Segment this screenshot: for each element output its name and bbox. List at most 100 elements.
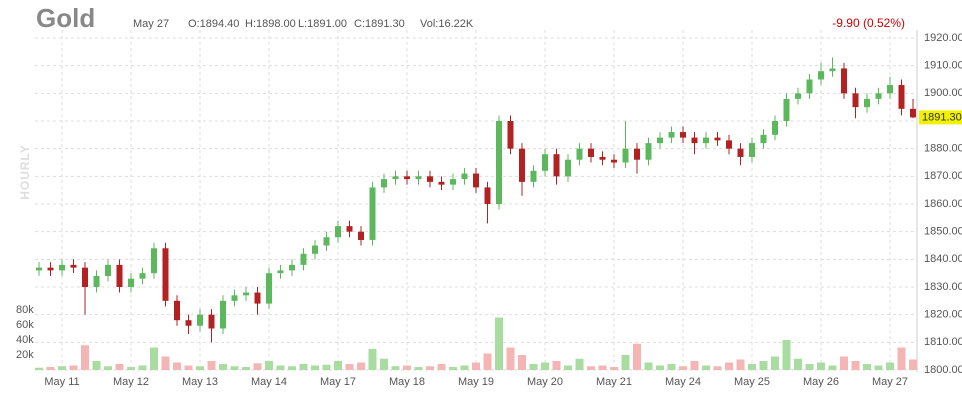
- volume-bar: [483, 353, 492, 370]
- candle-body: [611, 159, 617, 163]
- x-tick-label: May 21: [596, 376, 632, 388]
- volume-bar: [92, 361, 101, 370]
- last-price-label: 1891.30: [922, 111, 962, 123]
- candle-body: [231, 295, 238, 301]
- candle-body: [220, 300, 226, 329]
- x-tick-label: May 12: [113, 376, 149, 388]
- candle-body: [576, 148, 583, 160]
- candle-body: [461, 173, 468, 180]
- volume-bar: [886, 362, 894, 370]
- x-tick-label: May 24: [665, 376, 701, 388]
- candle-body: [668, 132, 675, 138]
- candle-body: [82, 267, 88, 287]
- candle-body: [254, 292, 261, 304]
- volume-bar: [357, 362, 365, 370]
- candle-body: [392, 176, 399, 180]
- y-tick-label: 1920.00: [924, 32, 962, 44]
- last-price-tag: [919, 110, 962, 125]
- volume-bar: [794, 358, 802, 370]
- volume-bar: [828, 365, 837, 370]
- volume-bar: [403, 365, 411, 370]
- candle-body: [875, 93, 882, 99]
- candle-body: [289, 264, 295, 271]
- y-tick-label: 1900.00: [924, 87, 962, 99]
- volume-bar: [690, 361, 699, 370]
- volume-bar: [656, 365, 664, 370]
- volume-bar: [196, 366, 204, 370]
- candle-body: [795, 93, 801, 99]
- header-low: L:1891.00: [298, 18, 347, 30]
- volume-bar: [725, 362, 733, 370]
- candle-body: [369, 187, 376, 240]
- volume-bar: [242, 367, 250, 370]
- volume-bar: [368, 349, 377, 370]
- volume-bar: [127, 367, 135, 370]
- y-tick-label: 1910.00: [924, 60, 962, 72]
- x-tick-label: May 25: [734, 376, 770, 388]
- volume-bar: [771, 356, 779, 370]
- candle-body: [553, 154, 560, 177]
- candle-body: [864, 98, 870, 108]
- candle-body: [634, 148, 640, 160]
- y-label: HOURLY: [18, 144, 32, 200]
- candle-body: [300, 253, 307, 265]
- candle-body: [852, 93, 859, 108]
- volume-tick-label: 40k: [16, 334, 34, 346]
- candle-body: [760, 134, 767, 144]
- candle-body: [772, 121, 778, 135]
- candle-body: [622, 148, 629, 163]
- candle-body: [116, 264, 123, 287]
- volume-bar: [644, 362, 653, 370]
- volume-bar: [909, 359, 917, 370]
- volume-bar: [633, 343, 641, 370]
- candle-body: [266, 273, 272, 304]
- volume-bar: [897, 347, 906, 370]
- volume-bar: [253, 363, 262, 370]
- volume-bar: [150, 347, 158, 370]
- candle-body: [139, 273, 146, 279]
- header-high: H:1898.00: [245, 18, 296, 30]
- y-tick-label: 1800.00: [924, 364, 962, 376]
- candle-body: [174, 300, 180, 321]
- candle-body: [737, 148, 744, 157]
- chart-title: Gold: [36, 3, 95, 33]
- volume-bar: [679, 366, 687, 370]
- y-tick-label: 1820.00: [924, 309, 962, 321]
- volume-bar: [81, 345, 89, 370]
- candle-body: [691, 137, 698, 144]
- candle-body: [450, 179, 456, 185]
- candle-body: [599, 156, 606, 160]
- volume-bar: [805, 364, 814, 370]
- x-tick-label: May 20: [527, 376, 563, 388]
- candle-body: [128, 278, 134, 287]
- candle-body: [427, 176, 433, 182]
- candle-body: [105, 264, 111, 276]
- volume-bar: [748, 364, 756, 370]
- candle-body: [323, 237, 330, 246]
- header-open: O:1894.40: [188, 18, 239, 30]
- volume-bar: [173, 362, 181, 370]
- y-tick-label: 1840.00: [924, 253, 962, 265]
- y-tick-label: 1830.00: [924, 281, 962, 293]
- volume-bar: [518, 355, 526, 370]
- candle-body: [703, 137, 709, 144]
- y-tick-label: 1810.00: [924, 336, 962, 348]
- candle-body: [588, 148, 594, 157]
- volume-bar: [311, 365, 319, 370]
- volume-bar: [184, 365, 193, 370]
- volume-bar: [702, 365, 710, 370]
- header-volume: Vol:16.22K: [420, 18, 474, 30]
- volume-bar: [621, 355, 630, 370]
- candle-body: [910, 108, 916, 118]
- volume-bar: [299, 364, 308, 370]
- volume-bar: [874, 365, 883, 370]
- candle-body: [806, 79, 813, 94]
- volume-tick-label: 20k: [16, 349, 34, 361]
- volume-bar: [58, 366, 66, 370]
- candle-body: [818, 71, 824, 80]
- candle-body: [473, 173, 479, 188]
- candle-body: [358, 231, 364, 240]
- volume-tick-label: 60k: [16, 319, 34, 331]
- x-tick-label: May 26: [803, 376, 839, 388]
- x-tick-label: May 17: [320, 376, 356, 388]
